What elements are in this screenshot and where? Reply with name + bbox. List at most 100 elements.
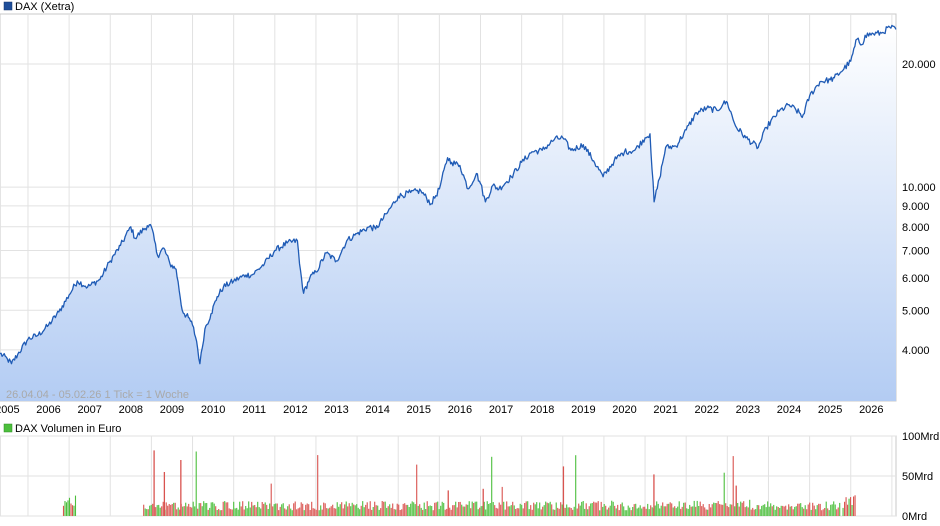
volume-bar bbox=[386, 507, 388, 516]
volume-bar bbox=[299, 507, 301, 516]
volume-bar bbox=[245, 506, 247, 516]
volume-bar bbox=[645, 508, 647, 516]
volume-bar bbox=[636, 508, 638, 516]
volume-bar bbox=[261, 502, 263, 516]
volume-bar bbox=[366, 502, 368, 516]
volume-bar bbox=[243, 509, 245, 516]
volume-bar bbox=[779, 508, 781, 516]
volume-bar bbox=[287, 506, 289, 516]
volume-bar bbox=[324, 503, 326, 516]
volume-bar bbox=[755, 509, 757, 516]
volume-bar bbox=[698, 506, 700, 516]
volume-bar bbox=[707, 509, 709, 516]
volume-bar bbox=[780, 505, 782, 516]
volume-bar bbox=[813, 505, 815, 516]
volume-bar bbox=[656, 501, 658, 516]
volume-bar bbox=[821, 510, 823, 516]
volume-bar bbox=[570, 508, 572, 516]
volume-bar bbox=[660, 505, 662, 516]
price-legend-swatch bbox=[3, 1, 13, 11]
volume-bar bbox=[300, 502, 302, 516]
volume-bar bbox=[264, 502, 266, 516]
volume-bar bbox=[359, 509, 361, 516]
volume-bar bbox=[576, 508, 578, 516]
volume-bar bbox=[732, 456, 734, 516]
volume-bar bbox=[285, 509, 287, 516]
volume-bar bbox=[620, 504, 622, 516]
volume-bar bbox=[459, 501, 461, 516]
volume-bar bbox=[525, 501, 527, 516]
volume-bar bbox=[423, 502, 425, 516]
volume-bar bbox=[807, 504, 809, 516]
volume-bar bbox=[381, 501, 383, 516]
y-tick-label: 5.000 bbox=[902, 305, 930, 317]
volume-bar bbox=[465, 504, 467, 516]
volume-bar bbox=[228, 508, 230, 516]
volume-bar bbox=[431, 506, 433, 516]
volume-bar bbox=[225, 502, 227, 516]
volume-bar bbox=[425, 509, 427, 516]
y-tick-label: 7.000 bbox=[902, 245, 930, 257]
volume-bar bbox=[173, 502, 175, 516]
volume-bar bbox=[461, 504, 463, 516]
volume-bar bbox=[480, 506, 482, 516]
volume-bar bbox=[290, 508, 292, 516]
volume-bar bbox=[617, 504, 619, 516]
volume-bar bbox=[318, 510, 320, 516]
volume-bar bbox=[192, 501, 194, 516]
volume-bar bbox=[845, 497, 847, 516]
volume-bar bbox=[428, 506, 430, 516]
volume-bar bbox=[569, 507, 571, 516]
volume-bar bbox=[665, 506, 667, 516]
volume-bar bbox=[842, 507, 844, 516]
volume-bar bbox=[405, 504, 407, 516]
volume-bar bbox=[470, 508, 472, 516]
volume-bar bbox=[144, 508, 146, 516]
volume-bar bbox=[777, 507, 779, 516]
volume-bar bbox=[584, 508, 586, 516]
volume-bar bbox=[489, 503, 491, 516]
volume-bar bbox=[488, 504, 490, 516]
volume-bar bbox=[549, 501, 551, 516]
volume-bar bbox=[479, 507, 481, 516]
volume-bar bbox=[599, 510, 601, 516]
volume-bar bbox=[396, 503, 398, 516]
volume-bar bbox=[477, 509, 479, 516]
volume-bar bbox=[506, 501, 508, 516]
volume-bar bbox=[726, 506, 728, 516]
y-tick-label: 20.000 bbox=[902, 59, 936, 71]
volume-bar bbox=[197, 508, 199, 516]
volume-bar bbox=[662, 502, 664, 516]
volume-bar bbox=[414, 504, 416, 516]
volume-bar bbox=[647, 503, 649, 516]
volume-bar bbox=[255, 507, 257, 516]
volume-bar bbox=[642, 506, 644, 516]
volume-bar bbox=[240, 506, 242, 516]
volume-bar bbox=[194, 506, 196, 516]
volume-bar bbox=[702, 504, 704, 516]
volume-bar bbox=[362, 501, 364, 516]
volume-bar bbox=[629, 507, 631, 516]
volume-bar bbox=[546, 502, 548, 516]
volume-bar bbox=[671, 503, 673, 516]
volume-bar bbox=[186, 506, 188, 516]
volume-bar bbox=[552, 509, 554, 516]
volume-bar bbox=[515, 509, 517, 516]
x-tick-label: 2016 bbox=[448, 404, 472, 416]
volume-bar bbox=[485, 509, 487, 516]
volume-bar bbox=[275, 503, 277, 516]
volume-bar bbox=[284, 508, 286, 516]
volume-bar bbox=[453, 505, 455, 516]
volume-bar bbox=[513, 505, 515, 516]
volume-spike-bar bbox=[562, 466, 565, 516]
volume-bar bbox=[566, 504, 568, 516]
volume-bar bbox=[830, 504, 832, 516]
x-tick-label: 2011 bbox=[242, 404, 266, 416]
volume-bar bbox=[765, 507, 767, 516]
volume-bar bbox=[632, 507, 634, 516]
volume-bar bbox=[542, 506, 544, 516]
volume-bar bbox=[150, 504, 152, 516]
volume-bar bbox=[263, 503, 265, 516]
volume-bar bbox=[368, 508, 370, 516]
volume-bar bbox=[825, 501, 827, 516]
